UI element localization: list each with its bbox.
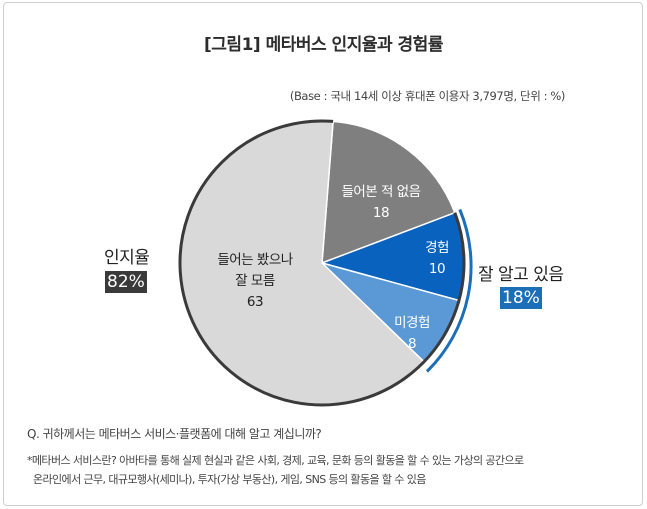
awareness-outline xyxy=(178,119,466,407)
awareness-badge: 82% xyxy=(105,271,147,293)
slice-label: 미경험 xyxy=(394,315,430,331)
label-never-heard: 들어본 적 없음 18 xyxy=(326,182,436,224)
slice-value: 63 xyxy=(246,294,264,310)
slice-label: 들어본 적 없음 xyxy=(341,184,421,200)
footnote-line: 온라인에서 근무, 대규모행사(세미나), 투자(가상 부동산), 게임, SN… xyxy=(33,473,426,486)
awareness-label: 인지율 xyxy=(104,248,150,268)
slice-label: 들어는 봤으나 xyxy=(217,252,293,268)
slice-label: 잘 모름 xyxy=(235,273,275,289)
survey-question: Q. 귀하께서는 메타버스 서비스·플랫폼에 대해 알고 계십니까? xyxy=(27,427,322,441)
footnote: *메타버스 서비스란? 아바타를 통해 실제 현실과 같은 사회, 경제, 교육… xyxy=(27,451,524,489)
slice-value: 18 xyxy=(372,205,390,221)
label-experienced: 경험 10 xyxy=(412,238,462,280)
well-known-label: 잘 알고 있음 xyxy=(478,265,564,285)
slice-value: 8 xyxy=(407,336,417,352)
slice-never-heard xyxy=(321,120,456,265)
label-heard-but-unknown: 들어는 봤으나 잘 모름 63 xyxy=(205,250,305,313)
base-note: (Base : 국내 14세 이상 휴대폰 이용자 3,797명, 단위 : %… xyxy=(289,89,566,103)
slice-label: 경험 xyxy=(425,240,449,256)
footnote-line: *메타버스 서비스란? 아바타를 통해 실제 현실과 같은 사회, 경제, 교육… xyxy=(27,454,524,467)
slice-value: 10 xyxy=(428,261,446,277)
label-not-experienced: 미경험 8 xyxy=(382,313,442,355)
chart-title: [그림1] 메타버스 인지율과 경험률 xyxy=(204,35,443,55)
well-known-badge: 18% xyxy=(500,287,542,309)
well-known-arc xyxy=(425,208,473,373)
